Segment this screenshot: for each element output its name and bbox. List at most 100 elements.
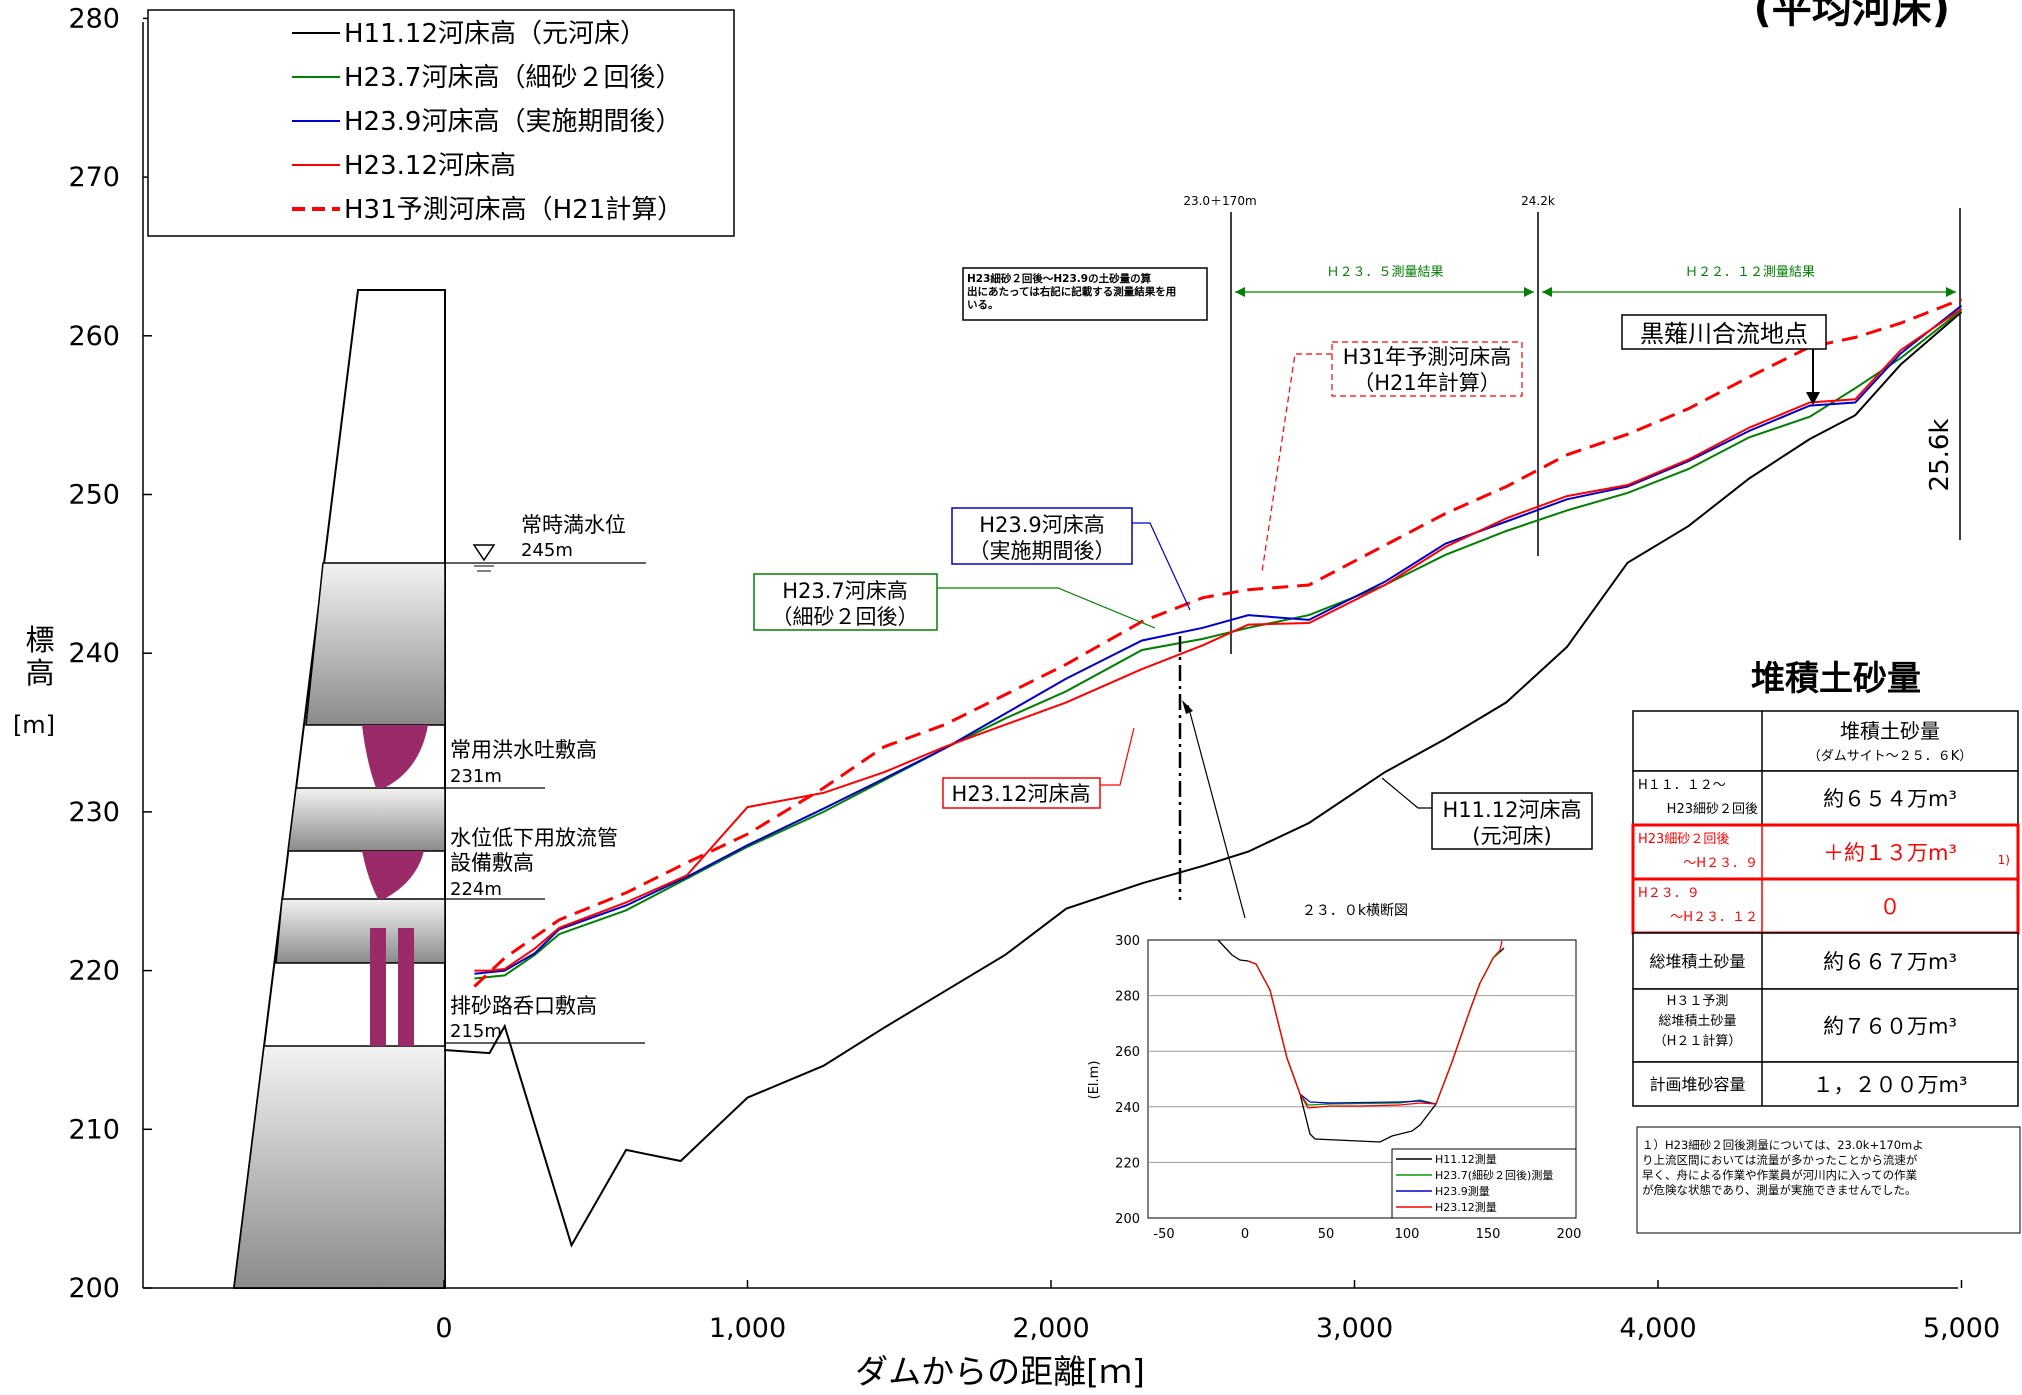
h237-annotation-line2: （細砂２回後） bbox=[772, 605, 919, 629]
inset-legend-label: H23.9測量 bbox=[1435, 1184, 1490, 1198]
h237-annotation-line1: H23.7河床高 bbox=[782, 579, 908, 603]
sediment-table-title: 堆積土砂量 bbox=[1751, 659, 1921, 699]
inset-ytick-label: 300 bbox=[1115, 934, 1140, 949]
table-row-note: 1) bbox=[1998, 853, 2010, 867]
x-tick-label: 0 bbox=[435, 1313, 452, 1344]
sediment-table: 堆積土砂量 （ダムサイト～２５．６K） H１１．１２～ H23細砂２回後 約６５４万m³… bbox=[1631, 710, 2020, 1107]
table-row-value: ＋約１３万m³ bbox=[1823, 841, 1957, 865]
h2312-annotation-text: H23.12河床高 bbox=[952, 782, 1091, 806]
outlet-label-1: 水位低下用放流管 bbox=[450, 826, 618, 850]
table-row bbox=[1632, 1061, 2019, 1107]
table-header-row bbox=[1632, 710, 2019, 772]
spillway-shape bbox=[362, 725, 428, 788]
table-row bbox=[1632, 770, 2019, 826]
dam-structure: 常時満水位 245m 常用洪水吐敷高 231m 水位低下用放流管 設備敷高 22… bbox=[232, 289, 646, 1289]
h31-annotation-line2: （H21年計算） bbox=[1353, 371, 1501, 395]
h1112-annotation-box bbox=[1431, 792, 1593, 850]
corner-title: (平均河床) bbox=[1753, 0, 1950, 32]
cross-section-pointer bbox=[1187, 704, 1246, 919]
footnote-frame bbox=[1636, 1126, 2021, 1234]
inset-ylabel: (El.m) bbox=[1087, 1061, 1102, 1100]
y-tick-label: 240 bbox=[68, 638, 120, 669]
y-tick-label: 270 bbox=[68, 162, 120, 193]
table-row-label: H２３．９ bbox=[1638, 886, 1700, 901]
inset-xtick-label: 100 bbox=[1395, 1227, 1420, 1242]
x-tick-label: 3,000 bbox=[1316, 1313, 1393, 1344]
inset-ytick-label: 280 bbox=[1115, 990, 1140, 1005]
legend-label: H31予測河床高（H21計算） bbox=[344, 195, 683, 225]
inset-xtick-label: 0 bbox=[1241, 1227, 1249, 1242]
table-row-label: ～H２３．９ bbox=[1683, 856, 1758, 871]
h239-annotation-line1: H23.9河床高 bbox=[979, 513, 1105, 537]
inset-xtick-label: 150 bbox=[1476, 1227, 1501, 1242]
dam-block-4 bbox=[233, 1045, 446, 1289]
legend-label: H23.12河床高 bbox=[344, 151, 516, 181]
inset-legend-label: H23.12測量 bbox=[1435, 1200, 1497, 1214]
inset-ytick-label: 200 bbox=[1115, 1212, 1140, 1227]
table-row-label: 総堆積土砂量 bbox=[1649, 952, 1745, 971]
normal-water-label: 常時満水位 bbox=[521, 513, 626, 537]
legend-items: H11.12河床高（元河床） H23.7河床高（細砂２回後） H23.9河床高（実施… bbox=[292, 19, 683, 225]
inset-legend-label: H23.7(細砂２回後)測量 bbox=[1435, 1168, 1553, 1182]
h31-annotation-box bbox=[1331, 341, 1523, 397]
water-level-icon bbox=[472, 544, 496, 562]
table-row bbox=[1632, 932, 2019, 990]
inset-ytick-label: 260 bbox=[1115, 1045, 1140, 1060]
x-axis-label: ダムからの距離[ｍ] bbox=[855, 1352, 1145, 1391]
spillway-label: 常用洪水吐敷高 bbox=[450, 738, 597, 762]
h31-annotation-leader bbox=[1261, 353, 1332, 573]
h1112-annotation-line2: (元河床) bbox=[1472, 824, 1551, 848]
h239-annotation-box bbox=[951, 507, 1133, 565]
legend: H11.12河床高（元河床） H23.7河床高（細砂２回後） H23.9河床高（実施… bbox=[147, 9, 735, 237]
table-row-label: （H２１計算） bbox=[1654, 1033, 1742, 1049]
footnote-line: 早く、舟による作業や作業員が河川内に入っての作業 bbox=[1642, 1168, 1918, 1182]
confluence-label: 黒薙川合流地点 bbox=[1640, 320, 1808, 348]
y-axis-label-1: 標 bbox=[25, 623, 54, 657]
inset-legend-label: H11.12測量 bbox=[1435, 1152, 1497, 1166]
table-row-label: H１１．１２～ bbox=[1638, 778, 1726, 793]
outlet-value: 224m bbox=[450, 879, 502, 900]
table-header-range: （ダムサイト～２５．６K） bbox=[1808, 749, 1973, 764]
inset-legend: H11.12測量 H23.7(細砂２回後)測量 H23.9測量 H23.12測量 bbox=[1396, 1152, 1553, 1214]
confluence-box bbox=[1621, 314, 1827, 350]
inset-xtick-label: 50 bbox=[1318, 1227, 1335, 1242]
table-row-label: 計画堆砂容量 bbox=[1649, 1075, 1745, 1094]
table-header-label: 堆積土砂量 bbox=[1840, 719, 1940, 743]
inset-xtick-label: -50 bbox=[1153, 1227, 1174, 1242]
h1112-annotation-leader bbox=[1381, 777, 1432, 809]
h239-annotation-leader bbox=[1132, 522, 1191, 611]
h239-annotation-line2: （実施期間後） bbox=[969, 539, 1116, 563]
series-line-3 bbox=[474, 304, 1963, 975]
table-row-label: ～H２３．１２ bbox=[1670, 910, 1758, 925]
inset-grid: 200 220 240 260 280 300 -50 0 50 100 150 200 bbox=[1115, 934, 1581, 1242]
y-tick-label: 260 bbox=[68, 321, 120, 352]
y-tick-label: 220 bbox=[68, 956, 120, 987]
table-row-value: 約６６７万m³ bbox=[1823, 950, 1957, 974]
inset-title: ２３．０k横断図 bbox=[1302, 903, 1408, 919]
y-tick-label: 250 bbox=[68, 480, 120, 511]
y-tick-label: 200 bbox=[68, 1273, 120, 1304]
table-row-label: H23細砂２回後 bbox=[1638, 832, 1729, 847]
inset-line-h239 bbox=[1299, 1093, 1437, 1105]
y-tick-label: 210 bbox=[68, 1114, 120, 1145]
y-axis-label-2: 高 bbox=[25, 656, 54, 690]
legend-label: H23.7河床高（細砂２回後） bbox=[344, 63, 681, 93]
marker-25-6k-label: 25.6k bbox=[1925, 419, 1955, 492]
marker-23-0-170-label: 23.0＋170m bbox=[1183, 194, 1256, 208]
series-line-2 bbox=[474, 309, 1963, 980]
series-line-4 bbox=[474, 307, 1963, 972]
sediment-pipe-1 bbox=[370, 928, 386, 1046]
table-row-value: ０ bbox=[1880, 895, 1901, 919]
note-box: H23細砂２回後～H23.9の土砂量の算出にあたっては右記に記載する測量結果を用… bbox=[962, 267, 1208, 321]
y-tick-label: 230 bbox=[68, 797, 120, 828]
normal-water-value: 245m bbox=[521, 540, 573, 561]
x-ticks: 0 1,000 2,000 3,000 4,000 5,000 bbox=[435, 1280, 2000, 1344]
inset-xtick-label: 200 bbox=[1557, 1227, 1582, 1242]
survey-span-2-label: Ｈ２２．１２測量結果 bbox=[1685, 265, 1815, 280]
h237-annotation-leader bbox=[937, 587, 1156, 629]
axes: 200 210 220 230 240 250 260 270 280 0 1,000 2,000 3… bbox=[13, 3, 2000, 1391]
x-tick-label: 5,000 bbox=[1923, 1313, 2000, 1344]
marker-24-2k-label: 24.2k bbox=[1521, 194, 1555, 208]
h31-annotation-line1: H31年予測河床高 bbox=[1343, 345, 1512, 369]
